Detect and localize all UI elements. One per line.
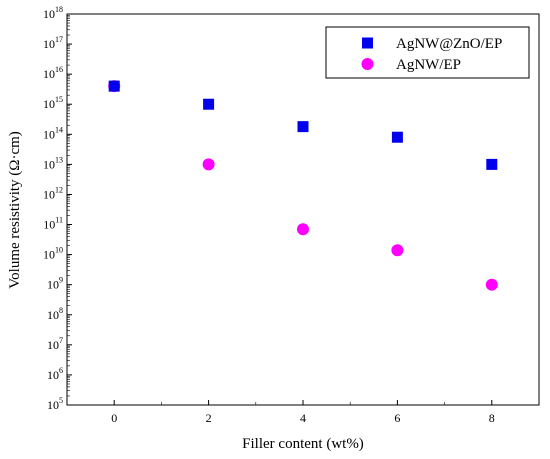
legend-box xyxy=(325,26,530,79)
x-tick-label: 0 xyxy=(111,411,117,425)
y-tick-label: 107 xyxy=(47,336,63,352)
y-tick-label: 1012 xyxy=(43,185,63,201)
square-data-point xyxy=(297,121,309,133)
y-tick-label: 1011 xyxy=(43,216,63,232)
legend-circle-marker xyxy=(361,58,374,70)
square-data-point xyxy=(203,98,215,110)
legend-label: AgNW@ZnO/EP xyxy=(396,36,502,52)
circle-data-point xyxy=(391,244,404,257)
y-tick-label: 1017 xyxy=(43,35,63,51)
y-axis-ticks: 105 106 107 108 109 1010 1011 1012 1013 1014 1015 1… xyxy=(43,5,72,412)
y-tick-label: 108 xyxy=(47,306,63,322)
legend-square-marker xyxy=(362,37,373,49)
circle-data-point xyxy=(485,278,498,291)
square-data-point xyxy=(486,158,498,170)
data-marks xyxy=(108,80,498,291)
square-data-point xyxy=(108,80,120,92)
y-tick-label: 106 xyxy=(47,366,63,382)
legend-label: AgNW/EP xyxy=(396,57,461,73)
y-tick-label: 1016 xyxy=(43,65,63,81)
y-tick-label: 109 xyxy=(47,276,63,292)
x-tick-label: 8 xyxy=(489,411,495,425)
x-tick-label: 2 xyxy=(206,411,212,425)
legend: AgNW@ZnO/EP AgNW/EP xyxy=(325,26,530,79)
y-tick-label: 1014 xyxy=(43,125,63,141)
y-tick-label: 1013 xyxy=(43,155,63,171)
y-tick-label: 105 xyxy=(47,396,63,412)
circle-data-point xyxy=(202,158,215,171)
y-tick-label: 1015 xyxy=(43,95,63,111)
circle-data-point xyxy=(297,223,309,236)
x-axis-ticks: 0 2 4 6 8 xyxy=(66,400,540,425)
x-tick-label: 6 xyxy=(394,411,400,425)
y-tick-label: 1018 xyxy=(43,5,63,21)
x-tick-label: 4 xyxy=(300,411,306,425)
x-axis-label: Filler content (wt%) xyxy=(242,436,364,452)
y-tick-label: 1010 xyxy=(43,246,63,262)
y-axis-label: Volume resistivity (Ω·cm) xyxy=(7,131,23,289)
square-data-point xyxy=(391,131,403,143)
